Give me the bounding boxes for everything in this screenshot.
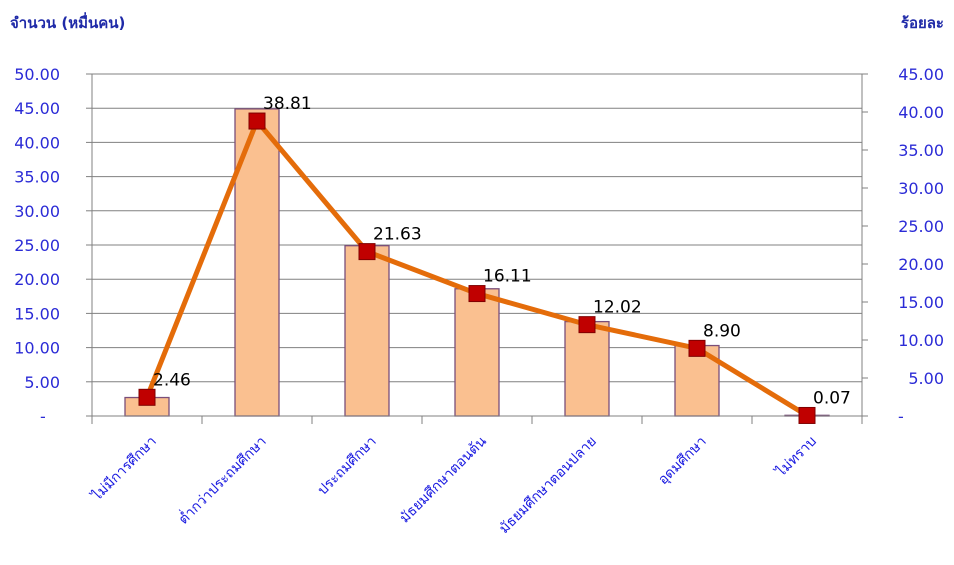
line-marker xyxy=(688,339,706,357)
line-marker xyxy=(248,112,266,130)
data-label: 0.07 xyxy=(813,388,851,408)
data-label: 8.90 xyxy=(703,321,741,341)
right-tick-label: 30.00 xyxy=(898,179,944,198)
left-tick-label: 35.00 xyxy=(14,168,60,187)
category-label: ต่ำกว่าประถมศึกษา xyxy=(174,432,270,528)
bar xyxy=(344,245,390,417)
bar xyxy=(454,288,500,417)
axes xyxy=(86,73,868,424)
data-label: 2.46 xyxy=(153,370,191,390)
left-axis-title: จำนวน (หมื่นคน) xyxy=(10,12,125,32)
left-tick-label: 20.00 xyxy=(14,270,60,289)
right-tick-label: 45.00 xyxy=(898,65,944,84)
right-tick-label: 20.00 xyxy=(898,255,944,274)
line-marker xyxy=(578,316,596,334)
right-axis-title: ร้อยละ xyxy=(901,14,944,32)
bar-series xyxy=(124,108,830,417)
line-marker xyxy=(358,243,376,261)
left-tick-label: 25.00 xyxy=(14,236,60,255)
data-label: 16.11 xyxy=(483,267,532,287)
line-series xyxy=(138,112,816,424)
bar xyxy=(564,320,610,417)
category-label: ไม่ทราบ xyxy=(772,433,820,481)
category-label: อุดมศึกษา xyxy=(655,434,710,489)
right-tick-label: - xyxy=(898,407,904,426)
category-label: ไม่มีการศึกษา xyxy=(88,433,160,505)
left-tick-label: 5.00 xyxy=(24,373,60,392)
left-tick-label: 30.00 xyxy=(14,202,60,221)
category-label: มัธยมศึกษาตอนปลาย xyxy=(496,434,599,537)
right-tick-label: 5.00 xyxy=(908,369,944,388)
category-label: ประถมศึกษา xyxy=(315,434,380,499)
right-tick-label: 10.00 xyxy=(898,331,944,350)
data-label: 12.02 xyxy=(593,298,642,318)
right-tick-label: 35.00 xyxy=(898,141,944,160)
line-marker xyxy=(468,285,486,303)
left-tick-label: 50.00 xyxy=(14,65,60,84)
right-tick-label: 25.00 xyxy=(898,217,944,236)
right-tick-label: 40.00 xyxy=(898,103,944,122)
left-tick-label: - xyxy=(40,407,46,426)
left-tick-label: 40.00 xyxy=(14,133,60,152)
line-marker xyxy=(798,406,816,424)
left-tick-label: 15.00 xyxy=(14,304,60,323)
category-label: มัธยมศึกษาตอนต้น xyxy=(397,433,490,526)
data-label: 21.63 xyxy=(373,225,422,245)
left-tick-label: 10.00 xyxy=(14,339,60,358)
right-tick-label: 15.00 xyxy=(898,293,944,312)
left-tick-label: 45.00 xyxy=(14,99,60,118)
line-marker xyxy=(138,388,156,406)
data-label: 38.81 xyxy=(263,94,312,114)
